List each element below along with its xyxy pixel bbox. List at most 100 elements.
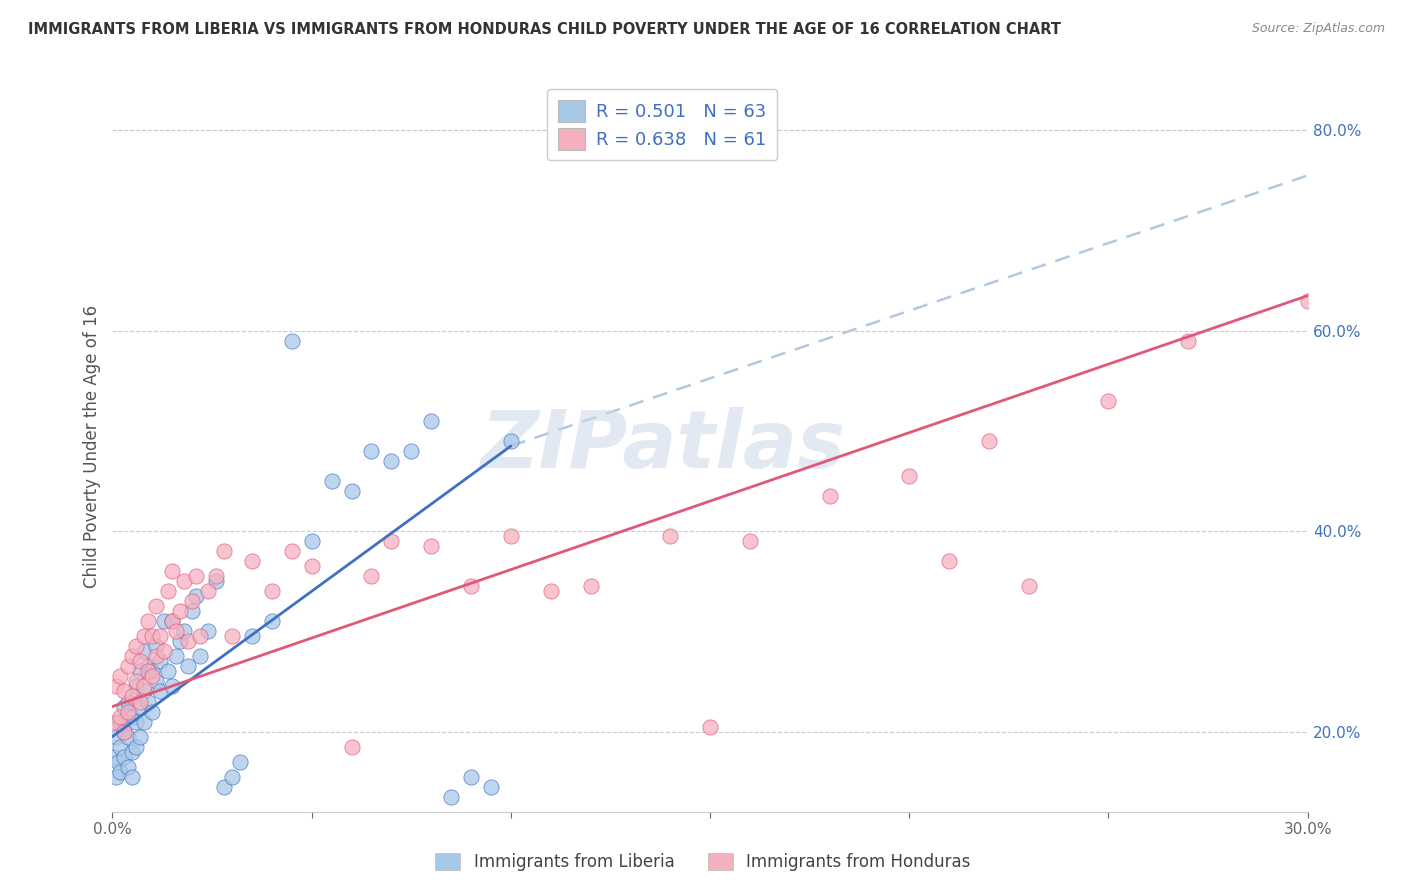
Point <box>129 699 152 714</box>
Point <box>281 334 304 348</box>
Point <box>117 659 139 673</box>
Point <box>162 564 183 578</box>
Point <box>125 640 148 654</box>
Point <box>420 414 443 428</box>
Point <box>141 669 163 683</box>
Point <box>138 615 160 629</box>
Point <box>1018 579 1040 593</box>
Point <box>162 615 183 629</box>
Point <box>114 699 135 714</box>
Point <box>110 709 132 723</box>
Point <box>738 534 761 549</box>
Point <box>145 674 167 689</box>
Point <box>360 569 382 583</box>
Point <box>340 739 363 754</box>
Point <box>162 615 183 629</box>
Point <box>110 764 132 779</box>
Point <box>157 584 180 599</box>
Point <box>360 444 382 458</box>
Point <box>212 780 235 794</box>
Point <box>125 714 148 729</box>
Point <box>114 684 135 698</box>
Point <box>165 624 187 639</box>
Point <box>121 690 143 704</box>
Point <box>165 649 187 664</box>
Point <box>105 770 128 784</box>
Point <box>110 739 132 754</box>
Point <box>145 649 167 664</box>
Point <box>105 680 128 694</box>
Point <box>129 665 152 679</box>
Point <box>138 694 160 708</box>
Point <box>121 770 143 784</box>
Point <box>340 484 363 499</box>
Point <box>125 674 148 689</box>
Point <box>169 634 191 648</box>
Point <box>240 629 263 643</box>
Point <box>114 749 135 764</box>
Point <box>153 644 176 658</box>
Point <box>221 770 243 784</box>
Legend: R = 0.501   N = 63, R = 0.638   N = 61: R = 0.501 N = 63, R = 0.638 N = 61 <box>547 89 778 161</box>
Y-axis label: Child Poverty Under the Age of 16: Child Poverty Under the Age of 16 <box>83 304 101 588</box>
Point <box>110 669 132 683</box>
Point <box>110 714 132 729</box>
Point <box>1296 293 1319 308</box>
Point <box>129 694 152 708</box>
Point <box>197 624 219 639</box>
Point <box>129 655 152 669</box>
Point <box>212 544 235 558</box>
Point <box>138 665 160 679</box>
Point <box>380 534 402 549</box>
Point <box>149 655 172 669</box>
Point <box>162 680 183 694</box>
Point <box>938 554 960 568</box>
Point <box>173 574 195 589</box>
Point <box>205 574 228 589</box>
Point <box>260 615 283 629</box>
Point <box>103 749 125 764</box>
Point <box>125 739 148 754</box>
Point <box>186 589 208 603</box>
Text: Source: ZipAtlas.com: Source: ZipAtlas.com <box>1251 22 1385 36</box>
Point <box>114 724 135 739</box>
Point <box>129 730 152 744</box>
Point <box>125 680 148 694</box>
Point <box>188 629 211 643</box>
Point <box>579 579 602 593</box>
Point <box>181 594 204 608</box>
Point <box>134 680 156 694</box>
Point <box>1177 334 1199 348</box>
Point <box>460 770 482 784</box>
Point <box>186 569 208 583</box>
Point <box>157 665 180 679</box>
Point <box>121 649 143 664</box>
Point <box>301 534 323 549</box>
Point <box>1097 393 1119 408</box>
Point <box>229 755 252 769</box>
Point <box>197 584 219 599</box>
Point <box>177 634 200 648</box>
Point <box>134 714 156 729</box>
Point <box>240 554 263 568</box>
Point <box>205 569 228 583</box>
Point <box>141 629 163 643</box>
Point <box>105 714 128 729</box>
Point <box>117 759 139 773</box>
Point <box>818 489 841 503</box>
Point <box>479 780 502 794</box>
Point <box>138 659 160 673</box>
Point <box>699 720 721 734</box>
Point <box>121 709 143 723</box>
Point <box>134 644 156 658</box>
Point <box>301 559 323 574</box>
Point <box>380 454 402 468</box>
Point <box>121 745 143 759</box>
Point <box>145 640 167 654</box>
Point <box>221 629 243 643</box>
Point <box>149 684 172 698</box>
Point <box>898 469 921 483</box>
Point <box>134 629 156 643</box>
Point <box>460 579 482 593</box>
Point <box>149 629 172 643</box>
